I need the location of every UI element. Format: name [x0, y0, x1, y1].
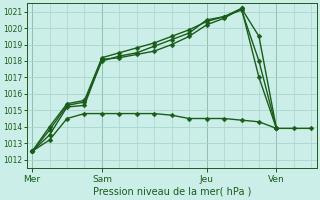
X-axis label: Pression niveau de la mer( hPa ): Pression niveau de la mer( hPa ): [92, 187, 251, 197]
